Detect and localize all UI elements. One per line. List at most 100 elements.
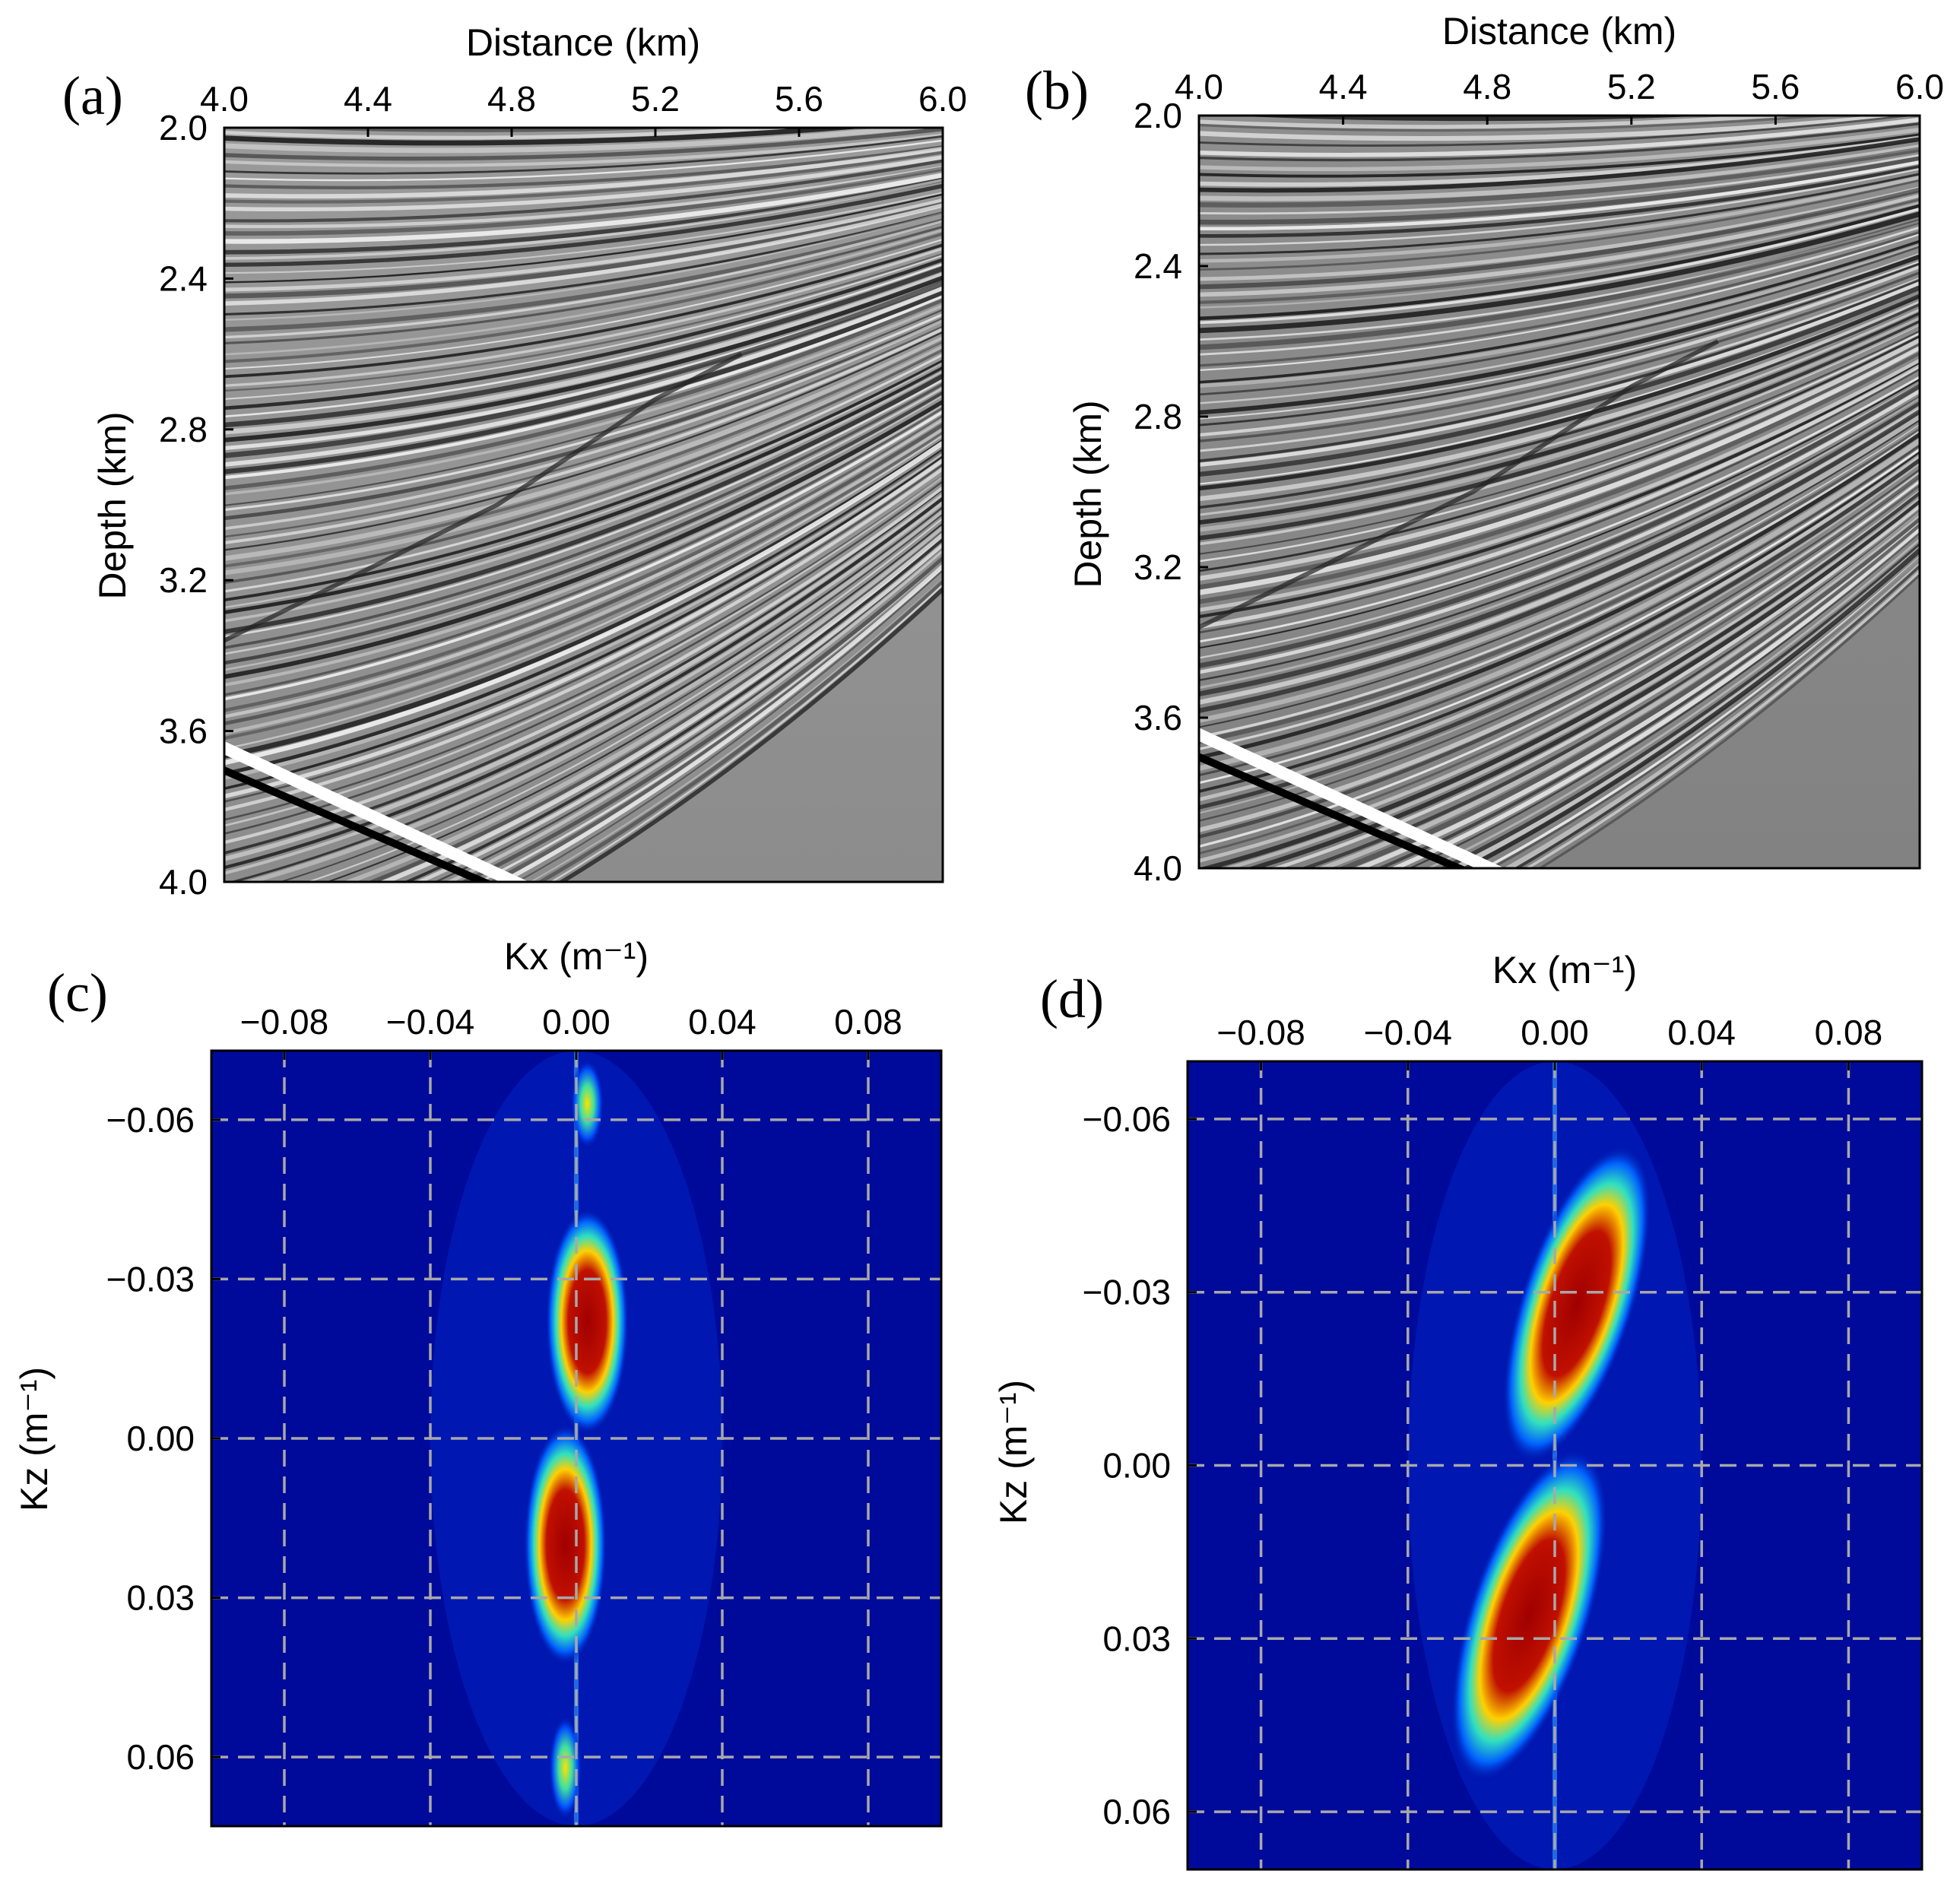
reflector	[1199, 484, 1920, 855]
reflector	[1199, 432, 1920, 759]
reflector	[224, 154, 943, 212]
reflector	[1191, 90, 1927, 106]
reflector	[1199, 437, 1920, 772]
reflector	[224, 211, 943, 322]
reflector	[224, 192, 943, 274]
reflector	[1199, 350, 1920, 604]
reflector	[224, 335, 943, 561]
reflector	[1270, 503, 1920, 868]
reflector	[1199, 451, 1920, 793]
reflector	[224, 489, 943, 855]
reflector	[1199, 382, 1920, 659]
reflector	[1199, 490, 1920, 863]
reflector	[1426, 538, 1920, 868]
reflector	[1199, 368, 1920, 634]
reflector	[224, 490, 943, 861]
reflector	[325, 522, 943, 882]
fault-trace	[1199, 339, 1719, 629]
reflector	[224, 275, 943, 442]
x-tick-label: −0.08	[240, 1002, 328, 1042]
reflector	[1199, 160, 1920, 231]
reflector	[1199, 201, 1920, 309]
reflector	[224, 463, 943, 803]
reflector	[278, 512, 943, 882]
x-tick-label: 4.0	[200, 79, 249, 119]
x-tick-label: 5.2	[1607, 67, 1656, 106]
energy-lobe-lower	[523, 1422, 607, 1666]
reflector	[224, 220, 943, 339]
x-tick-label: 0.04	[688, 1002, 756, 1042]
reflector	[306, 517, 943, 882]
y-tick-label: −0.03	[1083, 1273, 1171, 1312]
reflector	[224, 286, 943, 467]
panel-b-ylabel: Depth (km)	[1067, 400, 1109, 588]
reflector	[224, 455, 943, 791]
reflector	[224, 404, 943, 687]
reflector	[1199, 260, 1920, 420]
reflector	[224, 159, 943, 223]
panel-b-frame	[1197, 114, 1921, 870]
reflector	[1199, 419, 1920, 728]
reflector	[1199, 322, 1920, 546]
reflector	[224, 271, 943, 435]
reflector	[224, 179, 943, 260]
y-tick-label: 3.2	[159, 560, 208, 600]
reflector	[1199, 338, 1920, 581]
reflector	[1199, 265, 1920, 437]
reflector	[224, 457, 943, 799]
reflector	[557, 586, 943, 882]
energy-lobe-top	[570, 1058, 604, 1150]
reflector	[224, 139, 943, 182]
y-tick-label: 0.03	[126, 1578, 195, 1618]
reflector	[224, 238, 943, 370]
reflector	[224, 128, 871, 146]
y-tick-label: 2.0	[1134, 96, 1182, 135]
panel-c: −0.08 −0.04 0.00 0.04 0.08 −0.06 −0.03 0.00 0.03…	[13, 935, 943, 1828]
reflector	[1199, 243, 1920, 388]
panel-b-label: (b)	[1025, 60, 1089, 121]
panel-a-ylabel: Depth (km)	[91, 411, 134, 599]
reflector	[1199, 254, 1920, 415]
y-tick-label: 0.03	[1102, 1619, 1171, 1658]
reflector	[515, 569, 943, 882]
panel-a: 4.0 4.4 4.8 5.2 5.6 6.0 2.0 2.4 2.8 3.2 3.6 4.0 (a)…	[62, 21, 967, 902]
reflector	[477, 560, 943, 882]
reflector	[224, 218, 943, 332]
reflector	[1199, 423, 1920, 740]
reflector	[224, 166, 943, 236]
panel-b-xlabel: Distance (km)	[1442, 10, 1676, 52]
panel-d-xlabel: Kx (m⁻¹)	[1492, 949, 1637, 991]
reflector	[224, 225, 943, 345]
energy-lobe-lower	[1450, 1448, 1609, 1784]
reflector	[1460, 547, 1920, 868]
reflector	[224, 327, 943, 544]
reflector	[1245, 499, 1920, 868]
reflector	[1199, 220, 1920, 341]
reflector	[433, 547, 943, 882]
y-tick-label: 4.0	[1134, 848, 1182, 888]
y-tick-label: 4.0	[159, 862, 208, 902]
panel-d-grid	[1188, 1061, 1922, 1869]
energy-lobe-upper	[545, 1207, 630, 1436]
reflector	[378, 531, 943, 882]
x-tick-label: −0.04	[1364, 1013, 1452, 1052]
panel-d-label: (d)	[1040, 969, 1104, 1029]
reflector	[1316, 510, 1920, 868]
reflector	[536, 578, 943, 882]
reflector	[1199, 468, 1920, 822]
x-tick-label: 4.0	[1175, 67, 1223, 106]
reflector	[224, 193, 943, 284]
reflector	[224, 369, 943, 623]
panel-a-reflectors	[224, 128, 943, 882]
reflector	[1199, 179, 1920, 271]
x-tick-label: 5.2	[631, 79, 680, 119]
reflector	[1199, 246, 1920, 396]
strong-reflector	[224, 766, 493, 882]
y-tick-label: 2.4	[159, 258, 208, 298]
reflector	[224, 414, 943, 712]
reflector	[224, 128, 937, 154]
reflector	[1199, 444, 1920, 777]
reflector	[1407, 531, 1920, 868]
reflector	[1221, 494, 1920, 868]
